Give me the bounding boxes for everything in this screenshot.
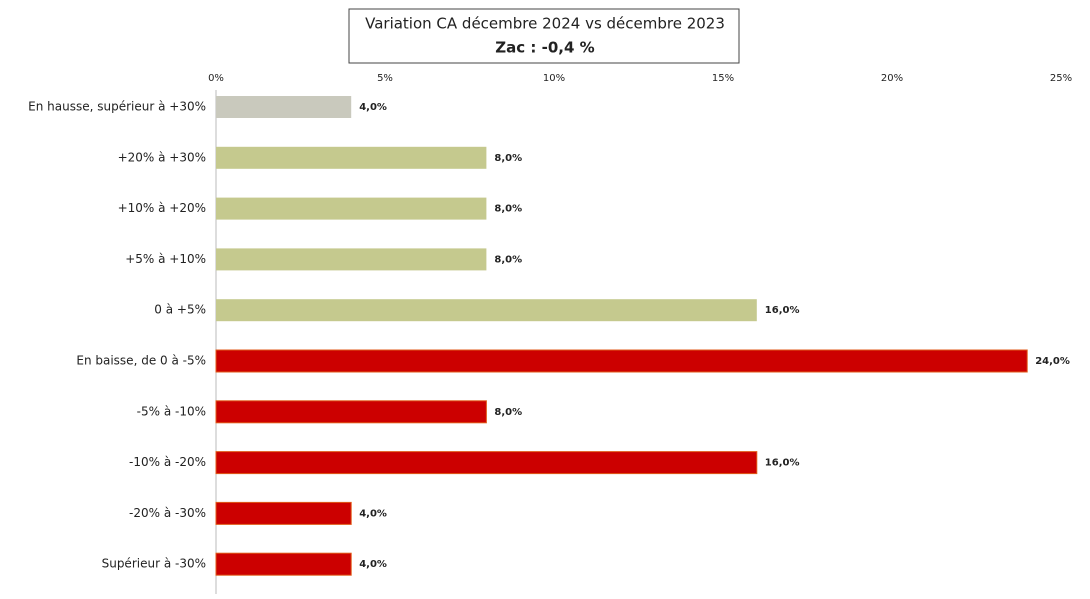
y-tick-label: 0 à +5%	[154, 303, 206, 317]
y-tick-label: +10% à +20%	[118, 201, 206, 215]
bar	[216, 96, 352, 118]
x-tick-label: 5%	[377, 73, 393, 84]
x-tick-label: 10%	[543, 73, 565, 84]
value-label: 4,0%	[359, 508, 387, 519]
bar	[216, 197, 487, 220]
bar	[215, 400, 487, 424]
y-tick-label: -10% à -20%	[129, 455, 206, 469]
value-label: 16,0%	[765, 305, 800, 316]
y-tick-label: En baisse, de 0 à -5%	[76, 354, 206, 368]
value-label: 8,0%	[494, 407, 522, 418]
chart-title: Variation CA décembre 2024 vs décembre 2…	[365, 15, 725, 33]
bar	[215, 501, 352, 525]
x-tick-label: 0%	[208, 73, 224, 84]
y-tick-label: +20% à +30%	[118, 150, 206, 164]
value-label: 8,0%	[494, 204, 522, 215]
value-label: 8,0%	[494, 254, 522, 265]
bar	[216, 146, 487, 169]
value-label: 24,0%	[1035, 356, 1070, 367]
title-box	[348, 8, 740, 64]
bar	[215, 451, 758, 475]
value-label: 16,0%	[765, 458, 800, 469]
x-tick-label: 15%	[712, 73, 734, 84]
value-label: 4,0%	[359, 102, 387, 113]
y-tick-label: -5% à -10%	[137, 404, 206, 418]
x-tick-label: 20%	[881, 73, 903, 84]
x-tick-label: 25%	[1050, 73, 1072, 84]
y-tick-label: En hausse, supérieur à +30%	[28, 100, 206, 114]
bar	[215, 349, 1028, 373]
y-tick-label: +5% à +10%	[125, 252, 206, 266]
y-tick-label: -20% à -30%	[129, 506, 206, 520]
bar	[215, 552, 352, 576]
value-label: 8,0%	[494, 153, 522, 164]
y-tick-label: Supérieur à -30%	[102, 557, 206, 571]
value-label: 4,0%	[359, 559, 387, 570]
chart-subtitle: Zac : -0,4 %	[495, 39, 594, 57]
bar	[216, 248, 487, 271]
bar	[216, 299, 757, 322]
